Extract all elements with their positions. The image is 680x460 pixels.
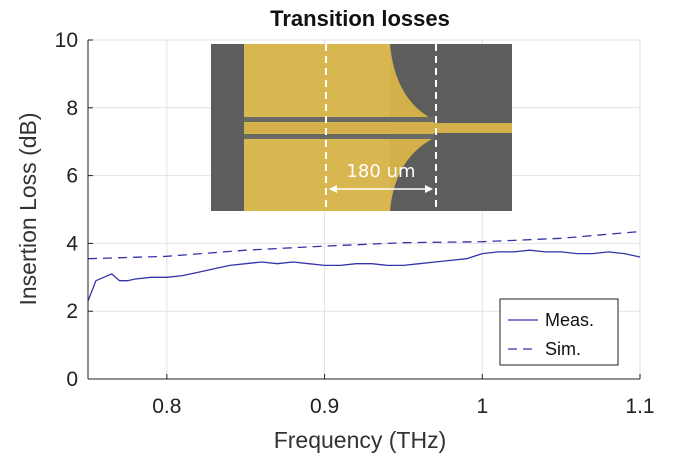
y-tick-label: 2	[66, 300, 78, 323]
y-tick-label: 6	[66, 165, 78, 188]
legend-label-sim: Sim.	[545, 339, 581, 359]
x-axis-label: Frequency (THz)	[274, 427, 447, 453]
inset-arrowhead-right	[425, 185, 433, 193]
inset-signal-line	[244, 123, 512, 133]
y-axis-label: Insertion Loss (dB)	[15, 112, 41, 305]
inset-gap-upper	[244, 117, 434, 122]
series-line-0	[87, 249, 641, 302]
y-tick-label: 4	[66, 232, 78, 255]
inset-micrograph: 180 um	[211, 44, 512, 211]
inset-gap-lower	[244, 134, 434, 139]
x-tick-label: 1.1	[625, 395, 654, 418]
series-layer	[87, 230, 641, 302]
y-tick-label: 8	[66, 97, 78, 120]
x-tick-label: 0.9	[310, 395, 339, 418]
series-line-1	[87, 230, 641, 260]
inset-arrowhead-left	[329, 185, 337, 193]
axes: 0.8 0.9 1 1.1 0 2 4 6 8 10	[55, 29, 655, 418]
legend-box	[499, 298, 619, 366]
x-tick-label: 0.8	[152, 395, 181, 418]
y-tick-label: 10	[55, 29, 78, 52]
y-tick-label: 0	[66, 368, 78, 391]
legend: Meas. Sim.	[499, 298, 619, 366]
x-tick-label: 1	[476, 395, 488, 418]
legend-label-meas: Meas.	[545, 310, 594, 330]
inset-dimension-label: 180 um	[346, 161, 415, 182]
chart-title: Transition losses	[270, 6, 450, 31]
